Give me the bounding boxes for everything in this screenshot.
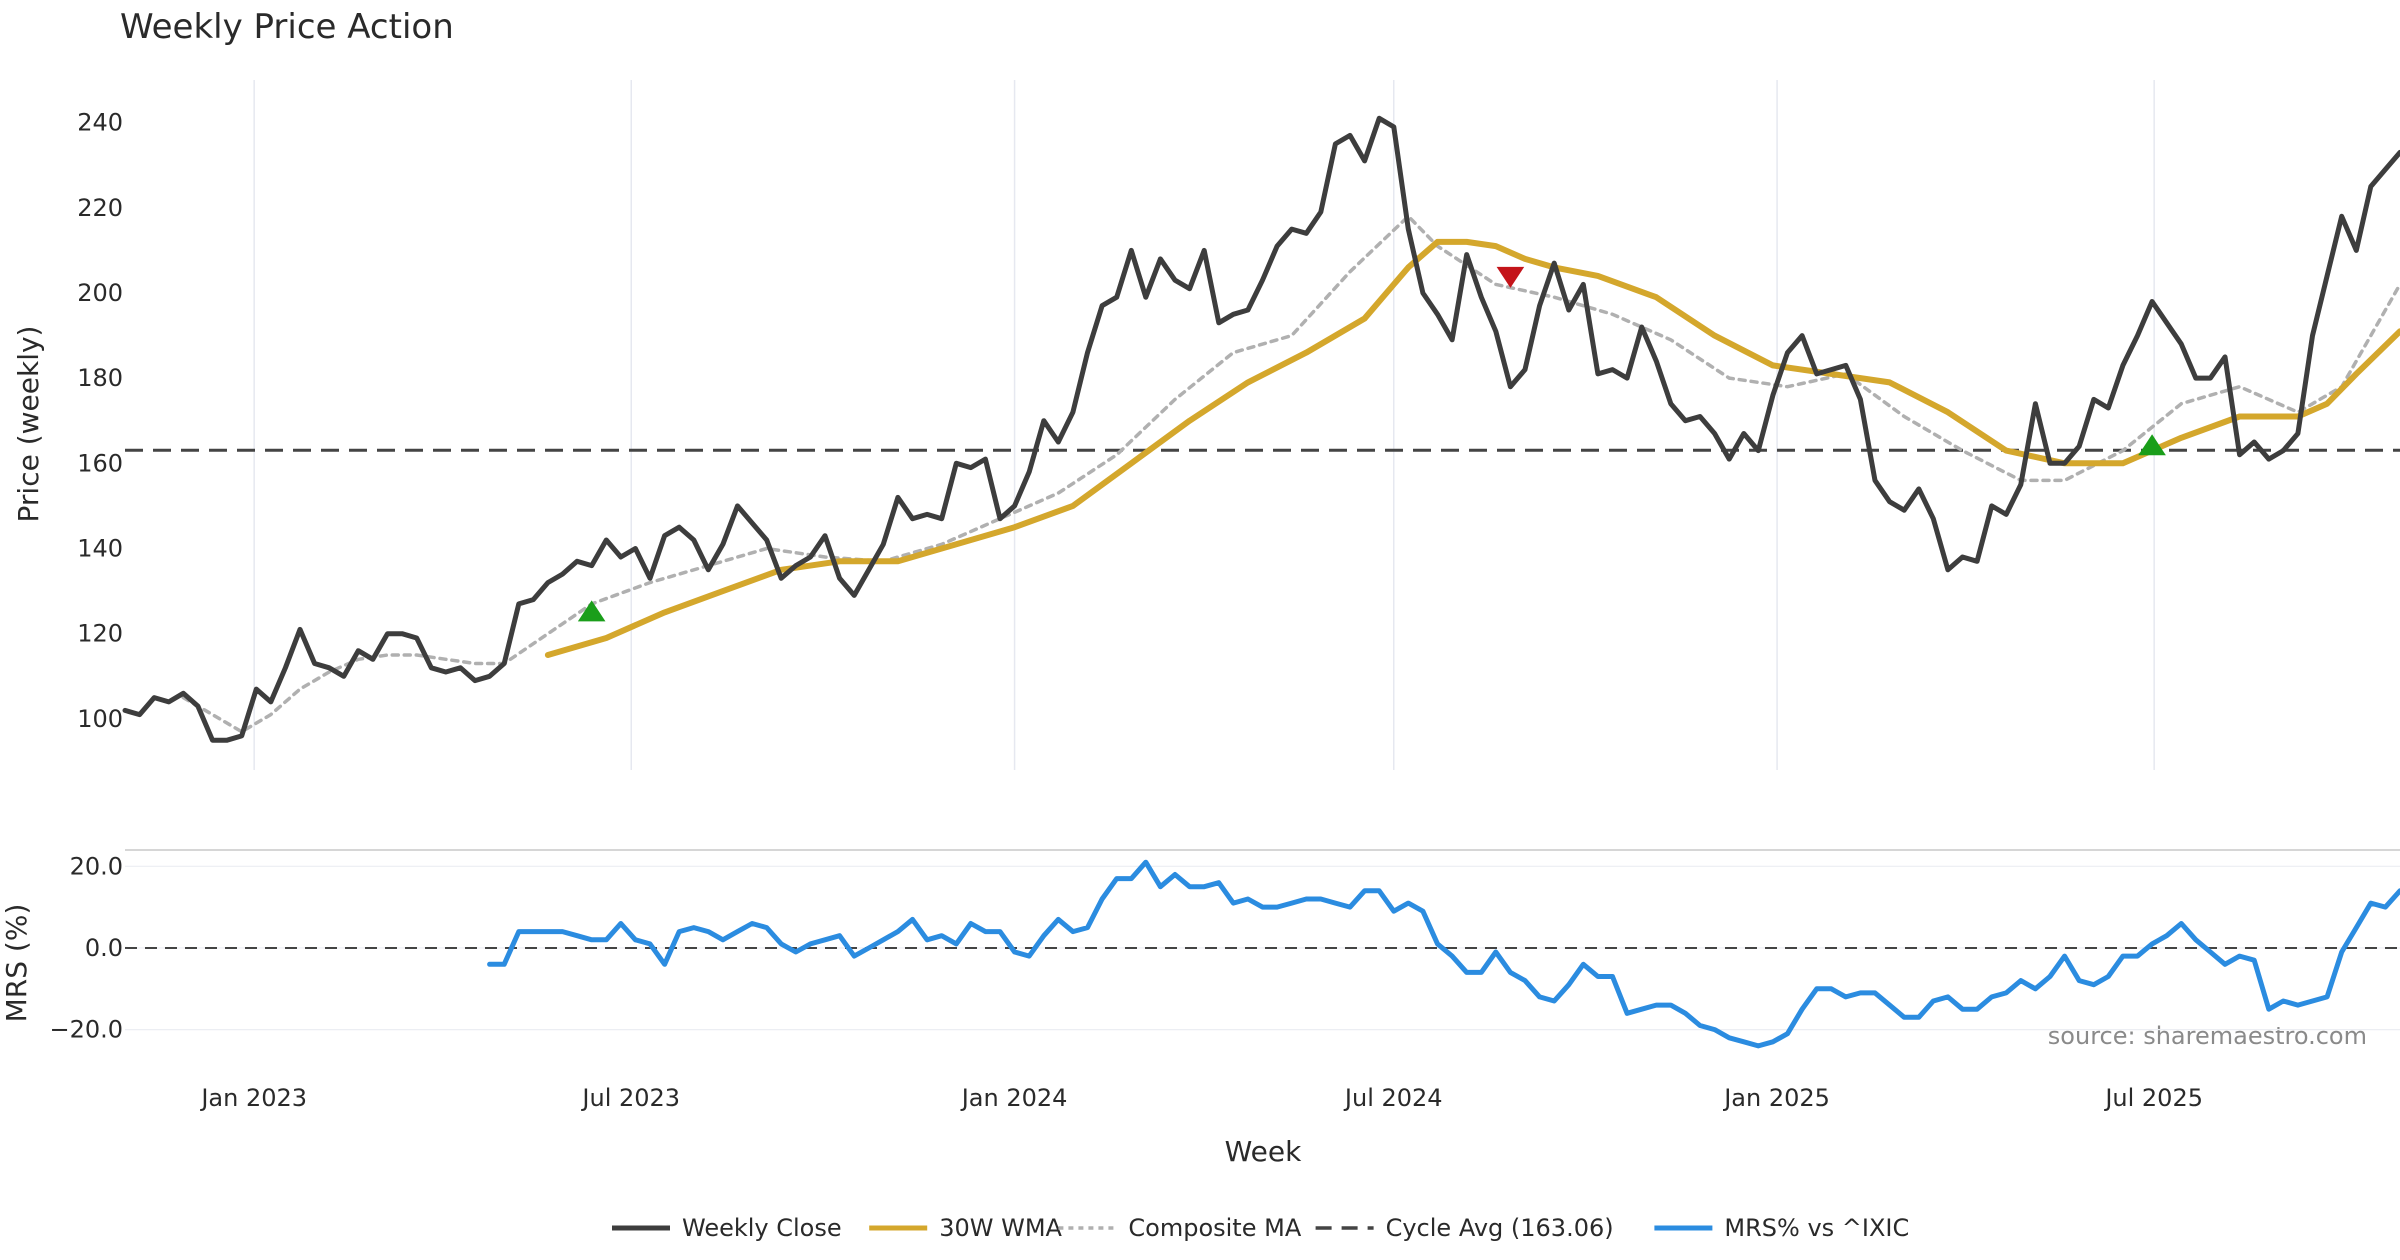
mrs-y-tick-label: 0.0 [85,934,123,962]
price-y-tick-label: 180 [77,364,123,392]
x-tick-label: Jan 2023 [199,1084,307,1112]
price-y-tick-label: 220 [77,194,123,222]
weekly-close-line [122,115,2400,743]
mrs-y-tick-label: 20.0 [70,852,123,880]
price-panel: 100 120 140 160 180 200 220 240 [77,80,2400,770]
price-y-tick-label: 100 [77,705,123,733]
price-y-tick-label: 200 [77,279,123,307]
legend-label: Composite MA [1128,1214,1301,1242]
mrs-y-tick-label: −20.0 [49,1016,123,1044]
buy-signal-marker [2138,434,2166,456]
legend-label: Weekly Close [682,1214,842,1242]
price-y-axis-title: Price (weekly) [12,326,45,523]
sell-signal-marker [1496,266,1525,288]
legend: Weekly Close 30W WMA Composite MA Cycle Avg… [612,1214,1909,1242]
chart-title: Weekly Price Action [120,7,454,47]
legend-label: MRS% vs ^IXIC [1724,1214,1909,1242]
x-tick-label: Jan 2025 [1722,1084,1830,1112]
mrs-line [487,859,2400,1049]
composite-ma-line [181,214,2400,734]
x-tick-label: Jul 2023 [580,1084,680,1112]
legend-label: 30W WMA [939,1214,1062,1242]
price-y-tick-label: 160 [77,449,123,477]
source-annotation: source: sharemaestro.com [2048,1022,2367,1050]
mrs-panel: 20.0 0.0 −20.0 Jan 2023 Jul 2023 Jan 2024 Jul … [49,849,2400,1112]
price-y-tick-label: 140 [77,535,123,563]
mrs-y-axis-title: MRS (%) [0,904,33,1023]
x-tick-label: Jan 2024 [960,1084,1068,1112]
legend-label: Cycle Avg (163.06) [1386,1214,1614,1242]
buy-signal-marker [577,600,606,622]
price-y-tick-label: 240 [77,109,123,137]
x-tick-label: Jul 2024 [1343,1084,1443,1112]
x-axis-title: Week [1225,1135,1302,1168]
x-tick-label: Jul 2025 [2103,1084,2203,1112]
wma-30w-line [544,238,2400,658]
price-y-tick-label: 120 [77,620,123,648]
